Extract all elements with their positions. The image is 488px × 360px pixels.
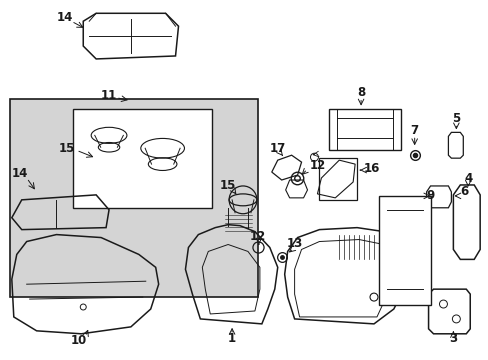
Bar [73, 109, 212, 208]
Text: 15: 15 [58, 142, 75, 155]
Text: 6: 6 [459, 185, 468, 198]
Text: 9: 9 [426, 189, 434, 202]
Text: 2: 2 [383, 291, 391, 303]
Bar [378, 196, 429, 305]
Bar [328, 109, 400, 150]
Text: 4: 4 [463, 171, 471, 185]
Text: 17: 17 [269, 142, 285, 155]
Text: 8: 8 [356, 86, 365, 99]
Text: 1: 1 [227, 332, 236, 345]
Text: 3: 3 [448, 332, 456, 345]
Text: 11: 11 [101, 89, 117, 102]
Text: 5: 5 [451, 112, 460, 125]
Bar [319, 158, 356, 200]
Text: 12: 12 [249, 230, 265, 243]
Text: 13: 13 [286, 237, 302, 250]
Text: 15: 15 [220, 179, 236, 193]
Text: 14: 14 [56, 11, 72, 24]
Text: 12: 12 [309, 159, 325, 172]
Text: 16: 16 [364, 162, 380, 175]
Text: 10: 10 [71, 334, 87, 347]
Text: 14: 14 [12, 167, 28, 180]
Text: 7: 7 [410, 124, 418, 137]
Bar [10, 99, 257, 297]
